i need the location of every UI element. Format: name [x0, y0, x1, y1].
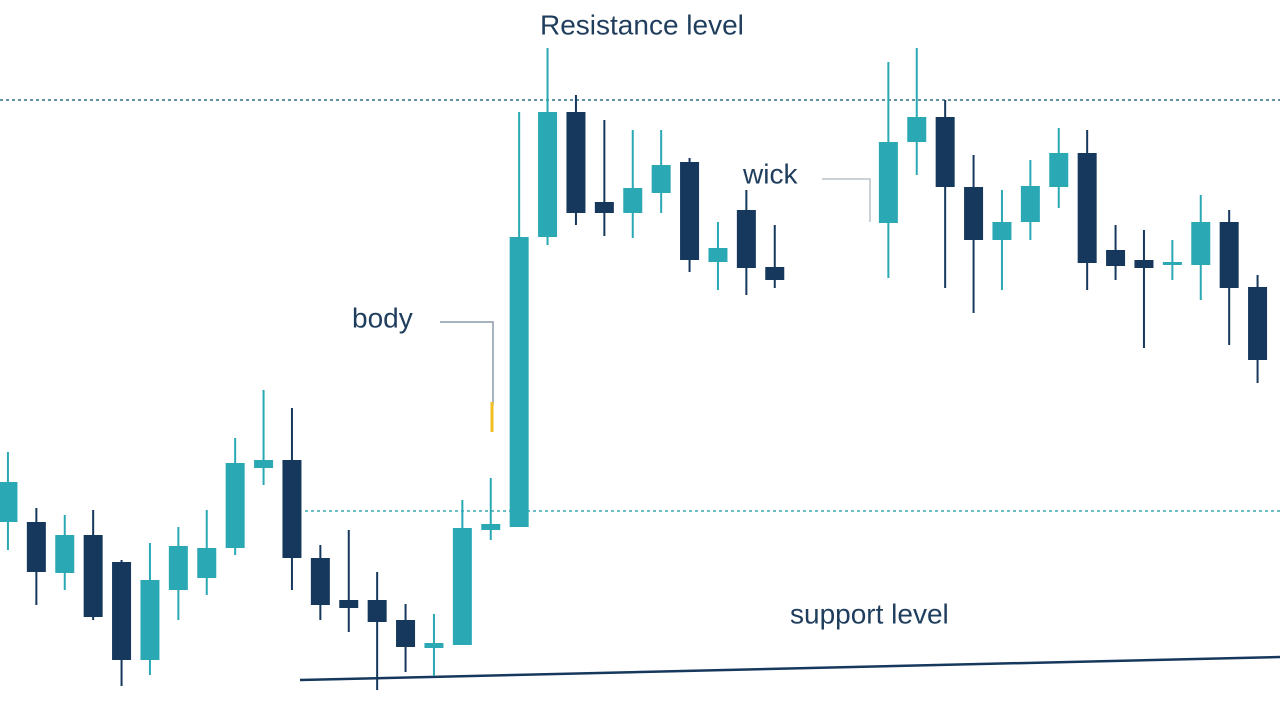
body [0, 482, 18, 522]
body [339, 600, 359, 608]
body [55, 535, 75, 573]
body [1219, 222, 1239, 288]
body [765, 267, 785, 280]
body [708, 248, 728, 262]
resistance-label: Resistance level [540, 9, 744, 40]
body [623, 188, 643, 213]
body [225, 463, 245, 548]
body [254, 460, 274, 468]
body [112, 562, 132, 660]
body [452, 528, 472, 645]
body [1020, 186, 1040, 222]
body [566, 112, 586, 213]
body [992, 222, 1012, 240]
body [396, 620, 416, 647]
body [651, 165, 671, 193]
body [26, 522, 46, 572]
body [168, 546, 188, 590]
body [424, 643, 444, 648]
body [197, 548, 217, 578]
wick-connector [822, 178, 871, 222]
body [935, 117, 955, 187]
body [1134, 260, 1154, 268]
body [736, 210, 756, 268]
level-lines [0, 99, 1280, 682]
body [1077, 153, 1097, 263]
body [907, 117, 927, 142]
body [367, 600, 387, 622]
body [140, 580, 160, 660]
body [594, 202, 614, 213]
body [310, 558, 330, 605]
candles [0, 48, 1268, 690]
body [1248, 287, 1268, 360]
support-line [299, 655, 1280, 682]
wick-label: wick [742, 158, 798, 189]
body [964, 187, 984, 240]
body [1191, 222, 1211, 265]
body [509, 237, 529, 527]
support-label: support level [790, 598, 949, 629]
body [481, 524, 501, 530]
body [1106, 250, 1126, 266]
body [1049, 153, 1069, 187]
body [1162, 262, 1182, 265]
body-connector [440, 321, 494, 405]
body [538, 112, 558, 237]
body [878, 142, 898, 223]
body-label: body [352, 302, 413, 333]
body [680, 162, 700, 260]
body [83, 535, 103, 617]
body [282, 460, 302, 558]
